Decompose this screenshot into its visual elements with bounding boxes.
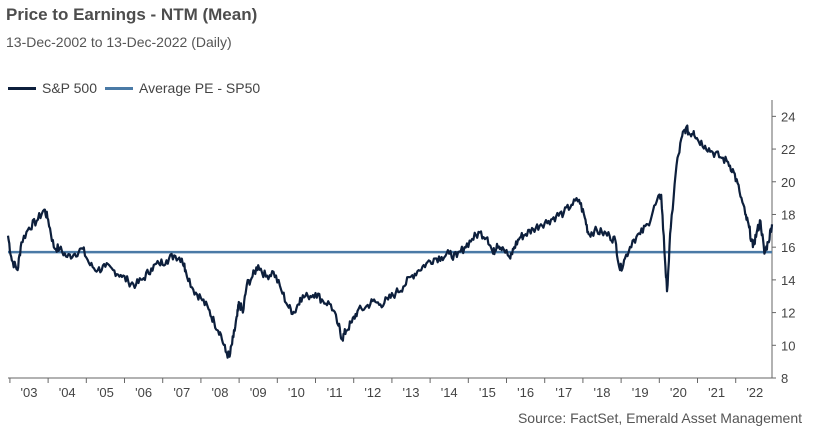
x-tick-label-04: '04 bbox=[59, 385, 76, 400]
chart-subtitle: 13-Dec-2002 to 13-Dec-2022 (Daily) bbox=[6, 34, 232, 50]
x-tick-label-20: '20 bbox=[670, 385, 687, 400]
x-tick-label-22: '22 bbox=[746, 385, 763, 400]
x-tick-label-12: '12 bbox=[364, 385, 381, 400]
x-tick-label-19: '19 bbox=[632, 385, 649, 400]
chart-legend: S&P 500 Average PE - SP50 bbox=[8, 80, 268, 96]
y-tick-label-18: 18 bbox=[781, 207, 795, 222]
y-tick-label-22: 22 bbox=[781, 142, 795, 157]
x-tick-label-16: '16 bbox=[517, 385, 534, 400]
x-tick-label-14: '14 bbox=[441, 385, 458, 400]
x-tick-label-18: '18 bbox=[594, 385, 611, 400]
x-tick-label-15: '15 bbox=[479, 385, 496, 400]
legend-swatch-sp500 bbox=[8, 86, 36, 90]
x-tick-label-03: '03 bbox=[21, 385, 38, 400]
y-tick-label-10: 10 bbox=[781, 338, 795, 353]
y-tick-label-20: 20 bbox=[781, 175, 795, 190]
series-line-sp500 bbox=[6, 124, 774, 359]
x-tick-label-06: '06 bbox=[135, 385, 152, 400]
y-tick-label-12: 12 bbox=[781, 306, 795, 321]
y-tick-label-14: 14 bbox=[781, 273, 795, 288]
x-tick-label-17: '17 bbox=[555, 385, 572, 400]
y-tick-label-24: 24 bbox=[781, 109, 795, 124]
legend-item-average-pe: Average PE - SP50 bbox=[105, 80, 260, 96]
x-tick-label-11: '11 bbox=[327, 385, 343, 400]
x-tick-label-13: '13 bbox=[403, 385, 420, 400]
source-note: Source: FactSet, Emerald Asset Managemen… bbox=[517, 410, 802, 426]
legend-item-sp500: S&P 500 bbox=[8, 80, 97, 96]
legend-label-sp500: S&P 500 bbox=[42, 80, 98, 96]
x-tick-label-05: '05 bbox=[97, 385, 114, 400]
y-tick-label-16: 16 bbox=[781, 240, 795, 255]
y-tick-label-8: 8 bbox=[781, 371, 788, 386]
x-tick-label-08: '08 bbox=[212, 385, 229, 400]
legend-label-average-pe: Average PE - SP50 bbox=[139, 80, 261, 96]
x-tick-label-09: '09 bbox=[250, 385, 267, 400]
legend-swatch-average-pe bbox=[105, 86, 134, 90]
x-tick-label-07: '07 bbox=[173, 385, 190, 400]
x-tick-label-21: '21 bbox=[708, 385, 725, 400]
x-tick-label-10: '10 bbox=[288, 385, 305, 400]
chart-title: Price to Earnings - NTM (Mean) bbox=[6, 5, 258, 24]
